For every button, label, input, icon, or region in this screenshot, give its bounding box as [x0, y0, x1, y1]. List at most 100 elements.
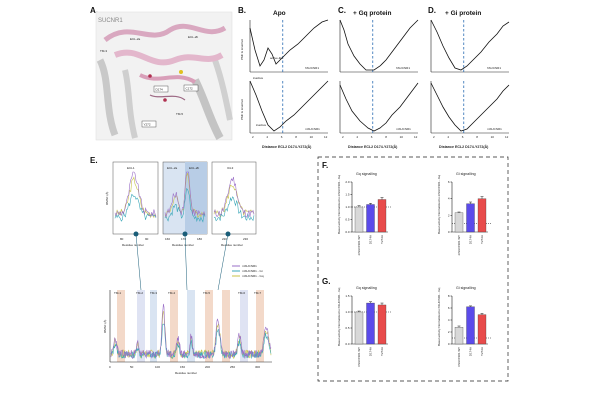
- bar: [354, 311, 364, 345]
- oxygen-atom: [163, 98, 167, 102]
- bar-category-label: D174A: [469, 235, 473, 244]
- rmsf-tick: 150: [180, 365, 185, 369]
- label-box: [183, 84, 199, 92]
- pmf-curve: [249, 19, 329, 67]
- inset-tick: 220: [222, 237, 227, 241]
- pmf-tick-label: 2: [252, 135, 254, 139]
- rmsf-insets: ECL1 ECL-2a ECL-2b ICL3 Residue number R…: [104, 161, 257, 247]
- bar: [354, 206, 364, 233]
- structure-label: D174: [156, 88, 164, 92]
- inset-curve-m: [114, 171, 157, 218]
- panel-e-label: E.: [90, 156, 98, 165]
- tm-band: [256, 290, 264, 362]
- bar-ytick-label: 1.5: [345, 294, 350, 298]
- bar-category-label: Y272A: [480, 235, 484, 244]
- inset-curve-gi: [164, 188, 206, 223]
- pmf-curve: [339, 19, 419, 71]
- bar: [377, 199, 387, 233]
- pmf-tick-label: 6: [371, 135, 373, 139]
- bar-ytick-label: 2: [448, 330, 450, 334]
- bar-ytick-label: 1.5: [345, 193, 350, 197]
- bar-category-label: mSUCNR1 WT: [357, 235, 361, 255]
- structure-label: ECL-2b: [188, 35, 199, 39]
- connector-line: [184, 233, 188, 291]
- inset-curve-gi: [213, 196, 255, 222]
- bar-chart-title: Gi signalling: [456, 286, 476, 290]
- pmf-title-gq: + Gq protein: [353, 10, 391, 17]
- bar-category-label: D174A: [369, 347, 373, 356]
- bar-ytick-label: 1.0: [345, 310, 350, 314]
- pmf-title-gi: + Gi protein: [445, 10, 481, 17]
- ecl2-ribbon: [139, 73, 197, 84]
- bar: [454, 327, 464, 345]
- ecl2-ribbon: [103, 23, 227, 43]
- rmsf-tick: 0: [109, 365, 111, 369]
- inset-shade-ecl2b: [185, 162, 207, 234]
- tm-band: [222, 290, 230, 362]
- structure-label: Y272: [144, 123, 151, 127]
- bar-ylabel: Basal activity Normalized to hSUCNR1 - G…: [337, 287, 341, 346]
- panel-c-label: C.: [338, 6, 346, 15]
- legend-text: mSUCNR1 - Gq: [242, 274, 264, 278]
- pmf-tick-label: 8: [295, 135, 297, 139]
- bar-chart-title: Gq signalling: [356, 286, 377, 290]
- tm-band: [240, 290, 248, 362]
- rmsf-curve-m: [110, 303, 272, 360]
- structure-label: ECL-2a: [130, 37, 141, 41]
- inset-curve-m: [213, 176, 255, 218]
- bar-ytick-label: 0: [448, 230, 450, 234]
- tm-label: TM-1: [114, 291, 121, 295]
- connector-line: [217, 233, 229, 291]
- bar: [477, 198, 487, 233]
- tm-label: TM-4: [168, 291, 175, 295]
- inset-tick: 160: [165, 237, 170, 241]
- pmf-curve: [430, 82, 510, 132]
- rmsf-tick: 200: [205, 365, 210, 369]
- bar: [366, 204, 375, 233]
- tm-band: [137, 290, 145, 362]
- bar: [366, 302, 375, 345]
- tm-label: TM-6: [238, 291, 245, 295]
- tm-band: [170, 290, 178, 362]
- receptor-label: mSUCNR1: [305, 127, 320, 131]
- bar: [477, 314, 487, 345]
- panel-d-label: D.: [428, 6, 436, 15]
- rmsf-legend: mSUCNR1 mSUCNR1 - Gi mSUCNR1 - Gq: [232, 264, 264, 278]
- bar-ylabel: Basal activity Normalized to hSUCNR1 - G…: [437, 287, 441, 346]
- bar-ytick-label: 2.0: [345, 180, 350, 184]
- rmsf-tick: 250: [230, 365, 235, 369]
- connector-dot: [225, 231, 231, 237]
- pmf-curve: [430, 19, 510, 71]
- inset-frame-icl3: [211, 161, 257, 235]
- bar-ytick-label: 8: [448, 294, 450, 298]
- bar-ytick-label: 4: [448, 318, 450, 322]
- bar-ytick-label: 0.0: [345, 342, 350, 346]
- pmf-curve: [339, 82, 419, 132]
- state-label-inactive: inactive: [253, 76, 264, 80]
- pmf-tick-label: 12: [414, 135, 418, 139]
- bar-ytick-label: 6: [448, 306, 450, 310]
- tm-band: [117, 290, 125, 362]
- ecl2-ribbon: [113, 49, 224, 66]
- bar-ytick-label: 0.0: [345, 230, 350, 234]
- bar-charts: Gq signalling 0.0 0.5 1.0 1.5 2.0 Basal activi…: [337, 172, 492, 367]
- pmf-tick-label: 8: [385, 135, 387, 139]
- bar-category-label: hSUCNR1 WT: [457, 347, 461, 367]
- bar-category-label: D174A: [469, 347, 473, 356]
- bar: [454, 212, 464, 233]
- rmsf-main: TM-1 TM-2 TM-3 TM-4 TM-5 TM-6 TM-7 RMSF …: [102, 290, 272, 375]
- pmf-ylabel: PMF E kcal/mol: [240, 39, 244, 60]
- inset-curve-m: [164, 171, 206, 217]
- bar-ytick-label: 4: [448, 197, 450, 201]
- inset-connectors: [133, 231, 231, 291]
- pmf-xlabel: Distance ECL2 D174-Y272(Å): [262, 144, 312, 149]
- pmf-tick-label: 12: [505, 135, 509, 139]
- tm-band: [205, 290, 213, 362]
- inset-tick: 180: [197, 237, 202, 241]
- residue-sticks: [149, 94, 186, 101]
- receptor-label: hSUCNR1: [305, 66, 319, 70]
- bar-category-label: Y272A: [380, 235, 384, 244]
- connector-dot: [182, 231, 188, 237]
- pmf-xlabel: Distance ECL2 D174-Y272(Å): [439, 144, 489, 149]
